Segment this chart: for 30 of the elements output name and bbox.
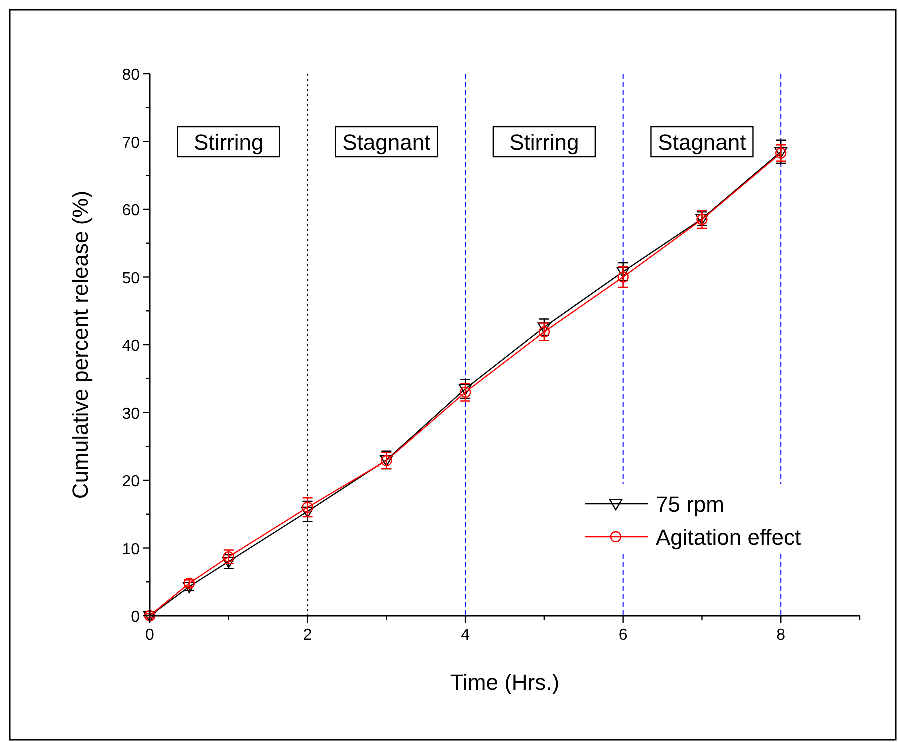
legend-label: 75 rpm <box>656 492 724 517</box>
point <box>618 272 629 283</box>
y-tick-label: 60 <box>122 202 140 220</box>
annotation: Stirring <box>510 130 580 155</box>
y-axis-title: Cumulative percent release (%) <box>68 190 93 500</box>
legend-label: Agitation effect <box>656 525 802 550</box>
point <box>616 267 630 278</box>
y-tick-label: 40 <box>122 338 140 355</box>
y-tick-label: 0 <box>131 609 140 626</box>
x-tick-label: 0 <box>146 627 155 644</box>
x-tick-label: 4 <box>461 627 470 644</box>
point <box>458 384 472 396</box>
x-axis-title: Time (Hrs.) <box>450 670 560 695</box>
point <box>460 386 472 398</box>
y-tick-label: 20 <box>122 474 140 490</box>
point <box>222 557 236 568</box>
y-tick-label: 50 <box>122 270 140 288</box>
point <box>302 502 314 514</box>
x-tick-label: 2 <box>303 627 312 644</box>
point <box>538 326 550 338</box>
annotation: Stagnant <box>342 130 431 155</box>
y-tick-label: 10 <box>122 541 140 558</box>
x-tick-label: 8 <box>776 627 786 644</box>
point <box>301 506 314 518</box>
y-tick-label: 80 <box>122 67 140 84</box>
annotation: Stirring <box>194 130 264 155</box>
annotation: Stagnant <box>658 130 746 155</box>
y-tick-label: 30 <box>122 406 140 423</box>
y-tick-label: 70 <box>122 134 140 152</box>
x-tick-label: 6 <box>618 627 628 644</box>
